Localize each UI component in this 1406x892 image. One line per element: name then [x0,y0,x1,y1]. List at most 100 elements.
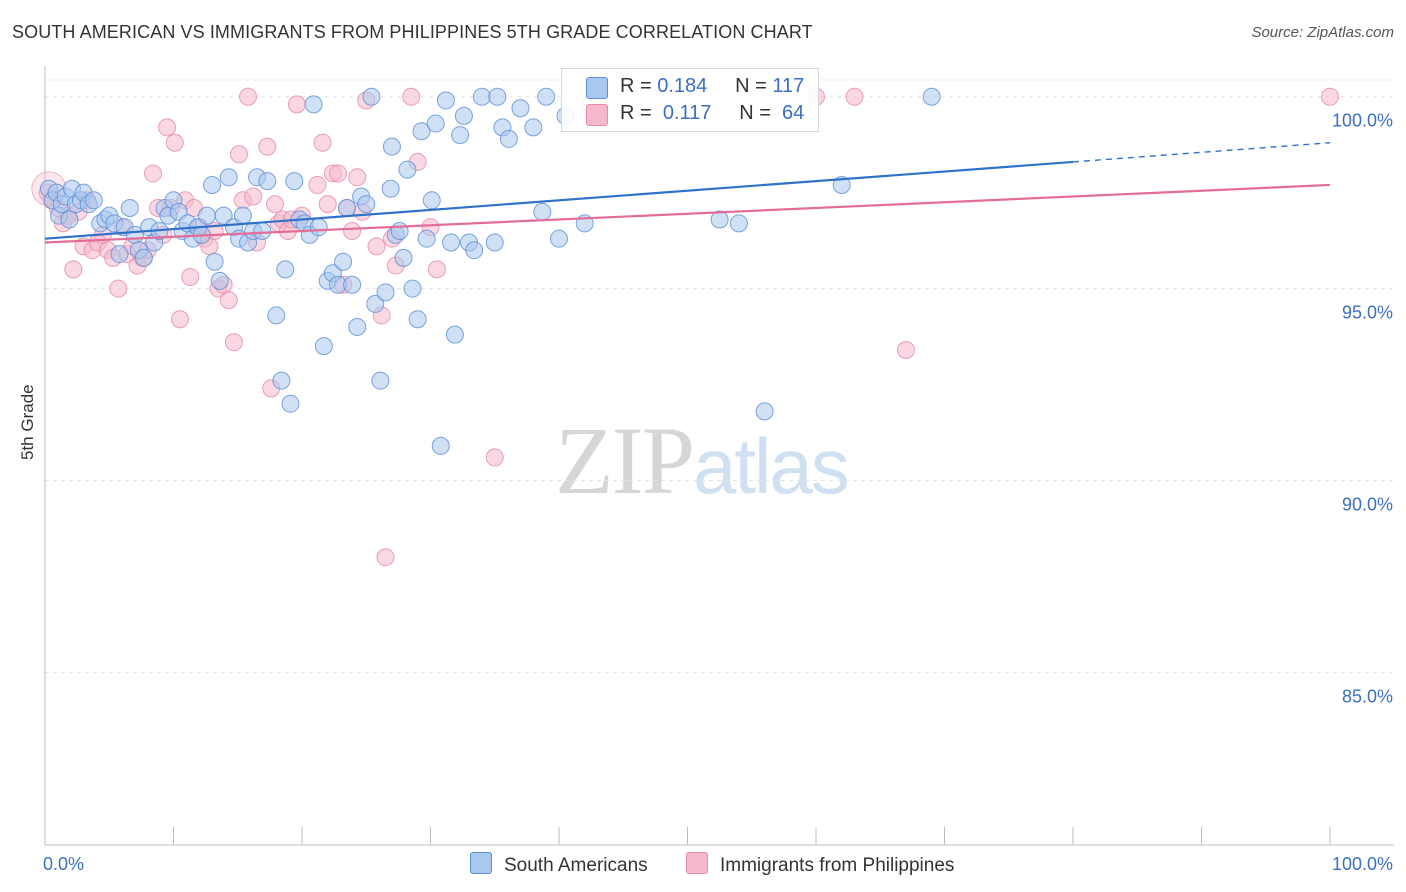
south-american-point [922,87,941,106]
r-label: R = [620,75,652,97]
south-american-point [134,248,153,267]
south-american-point [60,210,79,229]
south-american-point [110,245,129,264]
south-american-point [233,206,252,225]
south-american-point [408,310,427,329]
south-american-point [309,218,328,237]
legend-swatch-pink [686,852,708,874]
south-american-point [272,371,291,390]
philippines-point [896,340,915,359]
philippines-point [219,291,238,310]
philippines-point [485,448,504,467]
x-tick-label-min: 0.0% [43,854,84,874]
south-american-point [366,294,385,313]
n-label: N = [739,102,771,124]
philippines-point [244,187,263,206]
south-american-point [488,87,507,106]
philippines-point [402,87,421,106]
south-american-point [537,87,556,106]
legend-item-philippines[interactable]: Immigrants from Philippines [686,852,954,877]
philippines-point [170,310,189,329]
philippines-point [328,164,347,183]
philippines-point [427,260,446,279]
axes [44,66,1394,846]
south-american-point [454,106,473,125]
south-american-point [390,222,409,241]
south-american-point [371,371,390,390]
y-tick-label: 90.0% [1342,494,1393,514]
south-american-point [436,91,455,110]
south-american-point [334,252,353,271]
philippines-point [224,333,243,352]
south-american-point [499,129,518,148]
south-american-point [485,233,504,252]
south-american-point [417,229,436,248]
south-american-point [376,283,395,302]
south-american-point [511,99,530,118]
south-american-point [285,172,304,191]
philippines-point [143,164,162,183]
source-credit: Source: ZipAtlas.com [1251,24,1394,41]
south-american-point [210,271,229,290]
south-american-point [382,137,401,156]
philippines-point [318,195,337,214]
legend-swatch-blue [470,852,492,874]
philippines-point [343,222,362,241]
south-american-point [442,233,461,252]
philippines-points [31,87,1339,567]
south-american-point [253,222,272,241]
south-american-point [422,191,441,210]
chart-title: SOUTH AMERICAN VS IMMIGRANTS FROM PHILIP… [12,22,813,42]
stats-legend: R = 0.184 N = 117 R = 0.117 N = 64 [561,68,819,132]
philippines-point [287,95,306,114]
philippines-point [308,175,327,194]
south-american-point [832,175,851,194]
south-american-point [524,118,543,137]
philippines-point [266,195,285,214]
south-american-point [472,87,491,106]
south-american-point [465,241,484,260]
south-american-point [550,229,568,248]
watermark: ZIPatlas [555,405,850,516]
south-american-point [362,87,381,106]
south-american-point [197,206,216,225]
legend-item-south-americans[interactable]: South Americans [470,852,648,877]
south-american-point [203,175,222,194]
south-american-point [120,198,139,217]
philippines-point [367,237,386,256]
n-value: 117 [772,75,805,97]
south-american-point [431,436,450,455]
philippines-point [258,137,277,156]
swatch-south-americans [586,77,608,99]
south-american-point [214,206,233,225]
south-american-point [533,202,552,221]
south-american-point [219,168,238,187]
south-american-point [398,160,417,179]
south-american-trend-line [44,160,1074,240]
philippines-point [165,133,184,152]
gridlines [45,79,1394,673]
south-american-point [394,248,413,267]
south-american-point [729,214,748,233]
south-american-point [281,394,300,413]
swatch-philippines [586,104,608,126]
south-american-point [403,279,422,298]
philippines-point [181,268,200,287]
tick-labels: 85.0% 90.0% 95.0% 100.0% 0.0% 100.0% [43,111,1393,874]
south-american-point [451,126,470,145]
philippines-point [239,87,258,106]
south-american-point [267,306,286,325]
philippines-point [64,260,83,279]
y-tick-label: 100.0% [1332,111,1393,131]
south-american-point [348,317,367,336]
r-value: 0.117 [662,102,712,124]
south-american-point [412,122,431,141]
philippines-point [230,145,249,164]
south-american-point [205,252,224,271]
south-american-point [381,179,400,198]
philippines-point [845,87,864,106]
south-american-point [304,95,323,114]
trend-lines [44,142,1331,244]
south-american-point [445,325,464,344]
n-value: 64 [782,102,805,124]
